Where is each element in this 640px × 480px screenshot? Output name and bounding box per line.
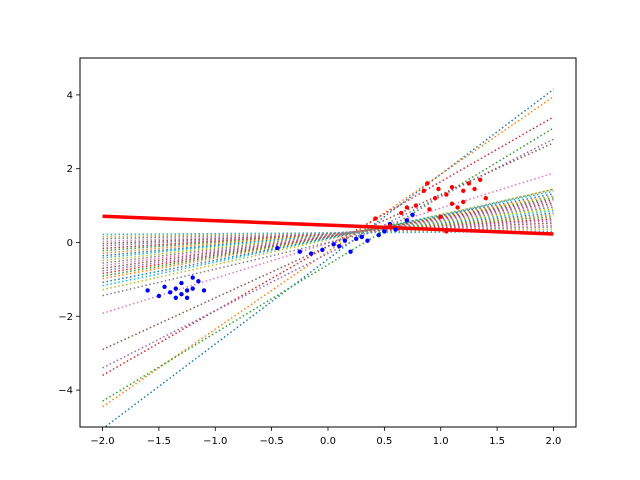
dotted-series-line-22 xyxy=(102,215,554,252)
data-point-blue xyxy=(275,245,280,251)
data-point-blue xyxy=(297,249,303,254)
x-tick-label: −0.5 xyxy=(259,436,283,447)
data-point-blue xyxy=(156,293,162,299)
data-point-blue xyxy=(308,251,314,256)
x-tick-label: 0.0 xyxy=(320,436,336,447)
data-point-red xyxy=(421,188,427,194)
dotted-series-line-25 xyxy=(102,222,554,245)
data-point-red xyxy=(404,205,410,210)
data-point-blue xyxy=(410,212,415,218)
data-point-red xyxy=(438,214,443,219)
dotted-series-line-5 xyxy=(102,142,554,351)
data-point-red xyxy=(466,181,472,186)
data-point-blue xyxy=(184,288,190,293)
data-point-blue xyxy=(331,242,336,247)
x-tick-label: 0.5 xyxy=(376,436,392,447)
data-point-blue xyxy=(365,238,370,243)
x-tick-label: −1.0 xyxy=(203,436,227,447)
data-point-red xyxy=(461,199,466,205)
data-point-red xyxy=(444,229,449,234)
data-point-red xyxy=(427,207,432,212)
x-tick-label: −2.0 xyxy=(90,436,114,447)
data-point-blue xyxy=(201,288,207,293)
points-group xyxy=(145,177,489,301)
dotted-series-line-20 xyxy=(102,212,554,257)
data-point-red xyxy=(373,216,378,221)
data-point-red xyxy=(449,184,455,190)
y-tick-label: 0 xyxy=(67,238,73,249)
y-tick-label: 4 xyxy=(67,90,73,101)
data-point-blue xyxy=(404,218,410,223)
dotted-series-line-9 xyxy=(102,190,554,287)
data-point-blue xyxy=(353,236,359,242)
dotted-series-line-8 xyxy=(102,188,554,291)
dotted-series-line-21 xyxy=(102,214,554,254)
fit-line xyxy=(102,214,554,236)
y-tick-label: −2 xyxy=(58,312,73,323)
dotted-lines-group xyxy=(102,88,554,427)
data-point-blue xyxy=(162,284,167,289)
data-point-blue xyxy=(167,290,173,295)
data-point-red xyxy=(425,181,430,186)
dotted-series-line-6 xyxy=(102,172,554,315)
data-point-blue xyxy=(382,229,387,234)
y-tick-label: 2 xyxy=(67,164,73,175)
x-tick-label: 2.0 xyxy=(546,436,562,447)
data-point-blue xyxy=(190,275,195,280)
x-tick-label: −1.5 xyxy=(147,436,171,447)
x-tick-label: 1.0 xyxy=(433,436,449,447)
data-point-red xyxy=(399,210,404,216)
dotted-series-line-7 xyxy=(102,188,554,297)
y-tick-label: −4 xyxy=(58,386,73,397)
x-tick-label: 1.5 xyxy=(489,436,505,447)
dotted-series-line-24 xyxy=(102,219,554,247)
data-point-red xyxy=(461,188,466,194)
data-point-blue xyxy=(196,279,201,284)
data-point-blue xyxy=(173,286,179,291)
dotted-series-line-23 xyxy=(102,218,554,250)
data-point-blue xyxy=(145,288,150,293)
data-point-red xyxy=(455,205,460,210)
dotted-series-line-29 xyxy=(102,230,554,236)
data-point-blue xyxy=(179,280,184,286)
data-point-red xyxy=(436,186,441,192)
data-point-blue xyxy=(190,286,195,291)
fit-line-group xyxy=(102,214,554,236)
data-point-blue xyxy=(184,295,190,301)
data-point-red xyxy=(472,186,477,192)
data-point-blue xyxy=(359,234,365,240)
data-point-red xyxy=(444,192,449,197)
data-point-red xyxy=(432,196,438,201)
data-point-red xyxy=(413,203,419,208)
data-point-red xyxy=(477,177,483,182)
dotted-series-line-10 xyxy=(102,193,554,284)
data-point-blue xyxy=(337,243,342,249)
data-point-blue xyxy=(393,227,398,232)
y-axis: −4 −2 0 2 4 xyxy=(58,90,80,397)
data-point-blue xyxy=(348,249,353,254)
dotted-series-line-26 xyxy=(102,224,554,243)
data-point-blue xyxy=(342,238,348,243)
x-axis: −2.0 −1.5 −1.0 −0.5 0.0 0.5 1.0 1.5 2.0 xyxy=(90,427,561,447)
data-point-red xyxy=(449,201,455,206)
dotted-series-line-3 xyxy=(102,116,554,376)
data-point-red xyxy=(483,196,489,201)
data-point-blue xyxy=(320,247,325,253)
data-point-blue xyxy=(179,291,184,297)
data-point-blue xyxy=(376,232,381,238)
data-point-blue xyxy=(173,295,179,301)
data-point-red xyxy=(387,223,393,229)
dotted-series-line-14 xyxy=(102,200,554,272)
